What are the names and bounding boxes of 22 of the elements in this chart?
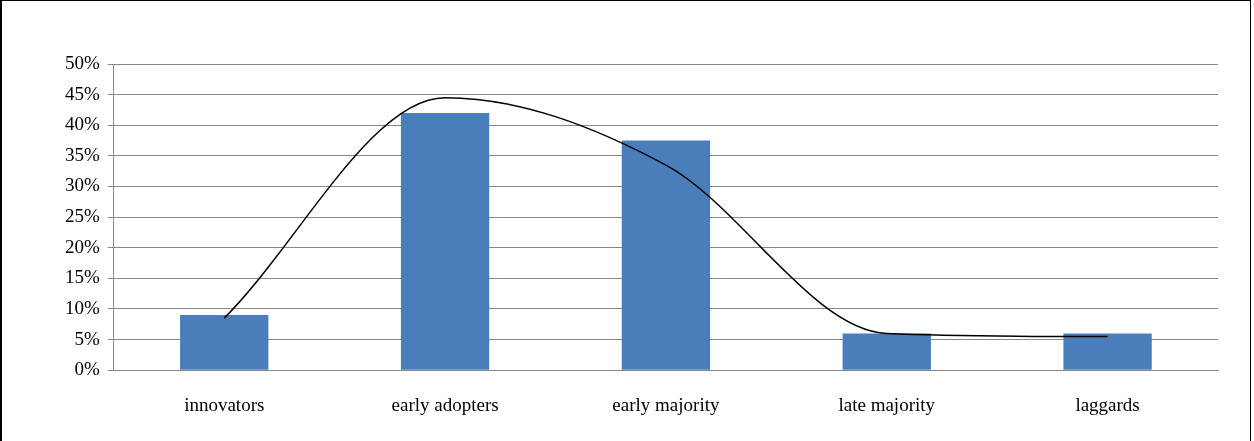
x-tick-label: laggards [1075, 393, 1140, 415]
bar [180, 315, 269, 370]
line-series [223, 96, 1109, 338]
y-tick-label: 50% [65, 51, 100, 73]
y-tick-label: 25% [65, 205, 100, 227]
x-tick-label: late majority [838, 393, 936, 415]
x-tick-label: early majority [612, 393, 720, 415]
y-tick-label: 10% [65, 296, 100, 318]
x-tick-label: early adopters [391, 393, 499, 415]
bar [1063, 333, 1152, 370]
x-tick-label: innovators [184, 393, 265, 415]
bar [621, 140, 711, 370]
y-tick-label: 45% [65, 82, 100, 104]
y-tick-label: 0% [74, 358, 100, 380]
y-tick-label: 20% [65, 235, 100, 257]
y-tick-label: 30% [65, 174, 100, 196]
y-tick-label: 35% [65, 143, 100, 165]
bar [842, 333, 931, 370]
y-tick-label: 15% [65, 266, 100, 288]
y-tick-label: 5% [74, 327, 100, 349]
bar [400, 112, 490, 370]
y-tick-label: 40% [65, 113, 100, 135]
